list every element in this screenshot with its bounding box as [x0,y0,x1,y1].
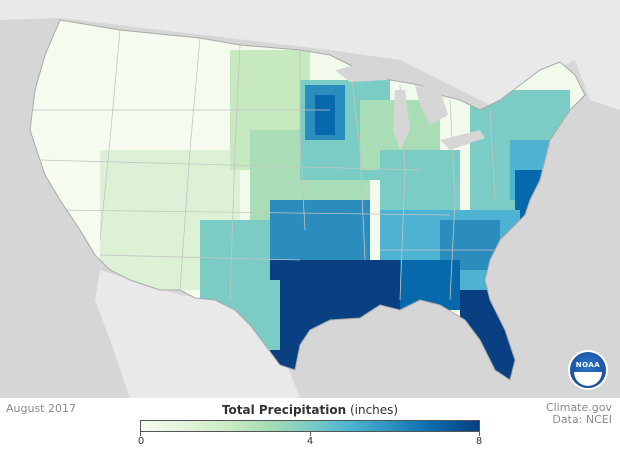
lake-superior [335,62,395,82]
noaa-logo-text: NOAA [575,361,601,369]
legend-color-bar [140,420,480,432]
legend-tick-label-8: 8 [475,436,483,447]
legend-tick-0 [140,432,141,436]
noaa-logo: NOAA [568,350,608,390]
legend-title-main: Total Precipitation [221,403,347,417]
lake-michigan [393,90,410,150]
noaa-logo-wave [574,372,602,386]
lake-huron [415,85,448,125]
legend-tick-8 [479,432,480,436]
legend-tick-label-4: 4 [306,436,314,447]
date-label: August 2017 [6,402,76,415]
precipitation-map [0,0,620,398]
lake-erie [440,130,485,150]
canada-land [0,0,620,110]
legend-tick-4 [310,432,311,436]
credit-block: Climate.gov Data: NCEI [546,402,612,426]
legend-tick-label-0: 0 [137,436,145,447]
mexico-land [95,270,300,398]
credit-source: Climate.gov [545,401,612,414]
map-area: NOAA [0,0,620,398]
credit-data: Data: NCEI [552,413,612,426]
legend-units: (inches) [349,403,399,417]
legend-title: Total Precipitation (inches) [140,403,480,417]
us-outline [29,19,586,381]
